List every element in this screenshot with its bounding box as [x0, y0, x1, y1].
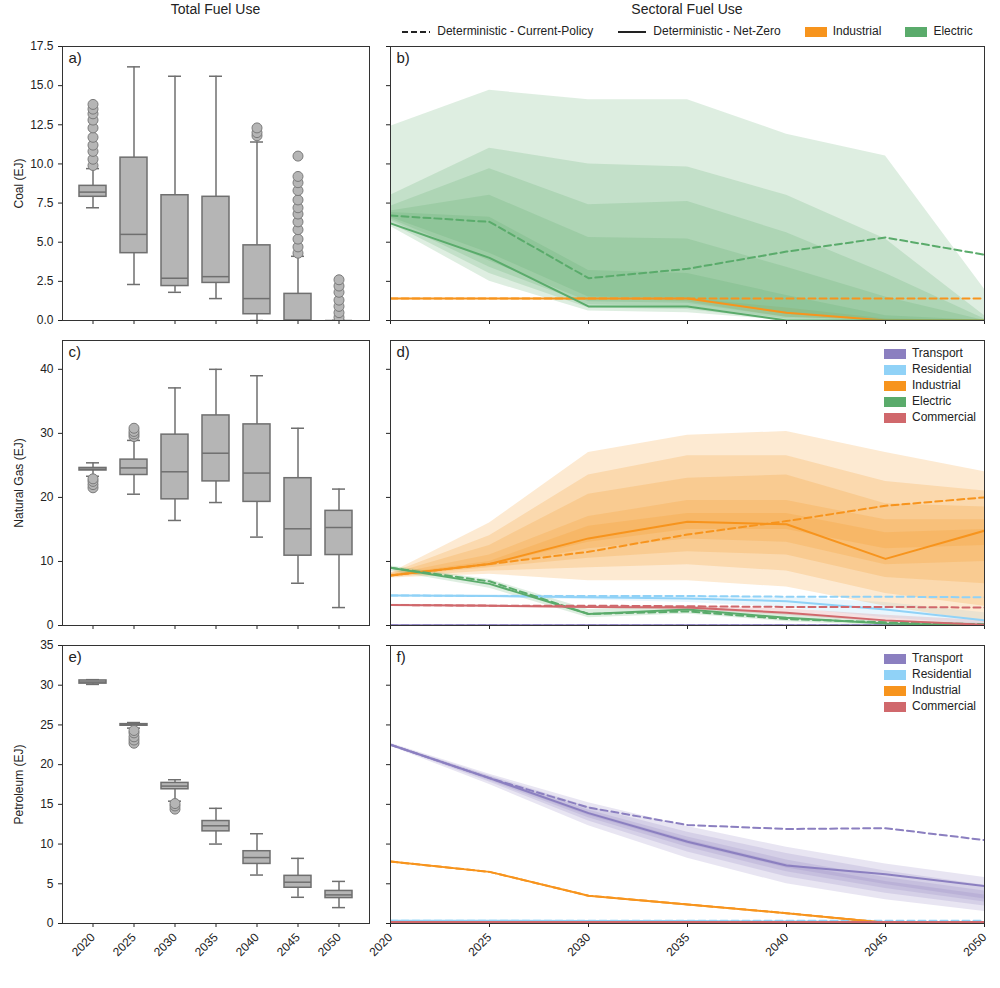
svg-text:b): b) — [397, 49, 410, 66]
svg-text:2020: 2020 — [367, 930, 396, 959]
html-text:Deterministic - Current-Policy: Deterministic - Current-Policy — [437, 24, 594, 38]
svg-text:10: 10 — [40, 554, 54, 568]
svg-text:2.5: 2.5 — [37, 274, 54, 288]
html-text:Industrial: Industrial — [912, 683, 961, 697]
svg-text:2030: 2030 — [565, 930, 594, 959]
svg-text:20: 20 — [40, 490, 54, 504]
svg-text:7.5: 7.5 — [37, 196, 54, 210]
html-text:Transport: Transport — [912, 346, 963, 360]
svg-text:2050: 2050 — [961, 930, 990, 959]
html-text:Total Fuel Use: Total Fuel Use — [170, 1, 261, 17]
svg-text:2025: 2025 — [110, 930, 139, 959]
html-text:Electric: Electric — [933, 24, 973, 38]
svg-text:15.0: 15.0 — [30, 78, 54, 92]
svg-text:35: 35 — [40, 638, 54, 652]
svg-text:30: 30 — [40, 678, 54, 692]
svg-text:5: 5 — [47, 877, 54, 891]
svg-text:2035: 2035 — [664, 930, 693, 959]
html-text:Industrial: Industrial — [832, 24, 882, 38]
svg-text:0.0: 0.0 — [37, 313, 54, 327]
svg-text:12.5: 12.5 — [30, 118, 54, 132]
svg-text:2020: 2020 — [69, 930, 98, 959]
html-text:Industrial: Industrial — [912, 378, 961, 392]
svg-text:30: 30 — [40, 426, 54, 440]
html-text:Residential: Residential — [912, 362, 972, 376]
svg-text:5.0: 5.0 — [37, 235, 54, 249]
svg-text:10.0: 10.0 — [30, 157, 54, 171]
html-text:Residential: Residential — [912, 667, 972, 681]
svg-text:40: 40 — [40, 362, 54, 376]
html-text:Sectoral Fuel Use: Sectoral Fuel Use — [631, 1, 743, 17]
svg-text:17.5: 17.5 — [30, 39, 54, 53]
svg-text:d): d) — [397, 343, 410, 360]
html-text:Commercial: Commercial — [912, 699, 976, 713]
svg-text:a): a) — [69, 49, 82, 66]
svg-text:2025: 2025 — [466, 930, 495, 959]
svg-text:Petroleum (EJ): Petroleum (EJ) — [12, 744, 26, 824]
html-text:Electric: Electric — [912, 394, 952, 408]
svg-text:2050: 2050 — [315, 930, 344, 959]
svg-text:2030: 2030 — [151, 930, 180, 959]
svg-text:e): e) — [69, 648, 82, 665]
svg-text:c): c) — [69, 343, 82, 360]
html-text:Deterministic - Net-Zero: Deterministic - Net-Zero — [653, 24, 781, 38]
svg-text:15: 15 — [40, 797, 54, 811]
svg-text:Natural Gas (EJ): Natural Gas (EJ) — [12, 438, 26, 527]
svg-text:20: 20 — [40, 757, 54, 771]
svg-text:2040: 2040 — [233, 930, 262, 959]
html-text:Transport: Transport — [912, 651, 963, 665]
svg-text:25: 25 — [40, 718, 54, 732]
svg-text:0: 0 — [47, 916, 54, 930]
svg-text:2045: 2045 — [862, 930, 891, 959]
svg-text:Coal (EJ): Coal (EJ) — [12, 158, 26, 208]
svg-text:0: 0 — [47, 618, 54, 632]
svg-text:f): f) — [397, 648, 406, 665]
html-text:Commercial: Commercial — [912, 410, 976, 424]
svg-text:10: 10 — [40, 837, 54, 851]
svg-text:2045: 2045 — [274, 930, 303, 959]
svg-text:2040: 2040 — [763, 930, 792, 959]
svg-text:2035: 2035 — [192, 930, 221, 959]
